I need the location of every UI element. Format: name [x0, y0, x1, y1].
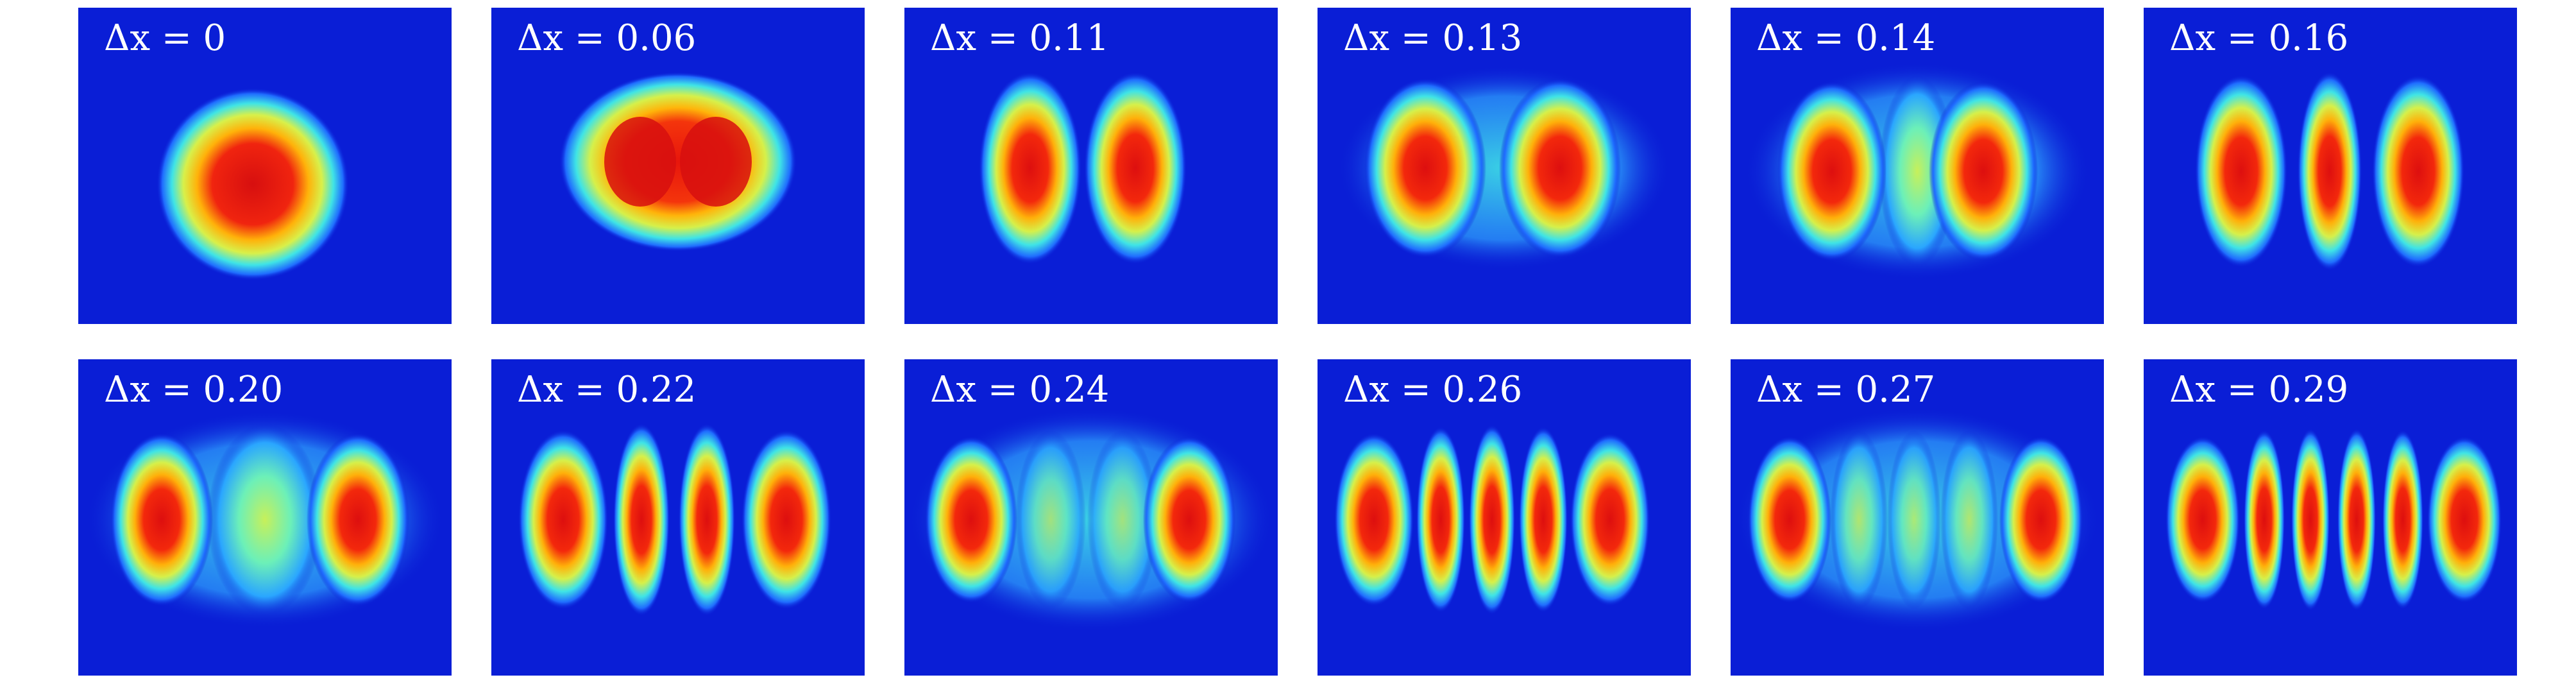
intensity-pattern-six-fringes: [2165, 429, 2502, 611]
fringe: [518, 430, 608, 610]
panel-dx-0.22: Δx = 0.22: [491, 359, 865, 676]
intensity-pattern-four-fringes-weak-center: [908, 407, 1274, 632]
fringe: [1940, 430, 1998, 610]
panel-dx-0.06: Δx = 0.06: [491, 8, 865, 324]
intensity-pattern-five-fringes-weak: [1734, 407, 2100, 632]
panel-dx-0.11: Δx = 0.11: [904, 8, 1278, 324]
panel-label: Δx = 0.16: [2169, 17, 2349, 59]
fringe: [1748, 436, 1831, 603]
intensity-pattern-two-lobes-merged: [559, 72, 797, 251]
fringe: [1929, 81, 2038, 261]
fringe: [1084, 72, 1187, 264]
spot-lobe: [157, 88, 349, 280]
fringe: [1087, 430, 1158, 610]
intensity-pattern-two-lobes: [979, 72, 1187, 264]
fringe: [1469, 425, 1515, 615]
fringe: [1499, 78, 1621, 258]
fringe: [1830, 430, 1888, 610]
panel-label: Δx = 0.14: [1756, 17, 1936, 59]
lobe-right-core: [680, 117, 752, 207]
fringe: [2427, 436, 2502, 603]
panel-dx-0.24: Δx = 0.24: [904, 359, 1278, 676]
panel-label: Δx = 0.11: [930, 17, 1110, 59]
intensity-pattern-single-spot: [157, 88, 349, 280]
intensity-pattern-three-fringes: [85, 411, 445, 629]
merged-lobe: [559, 72, 797, 251]
fringe: [1570, 433, 1650, 606]
panel-label: Δx = 0: [104, 17, 226, 59]
panel-dx-0.26: Δx = 0.26: [1318, 359, 1691, 676]
fringe: [613, 423, 670, 616]
intensity-pattern-four-fringes: [518, 423, 831, 616]
panel-label: Δx = 0.26: [1343, 369, 1523, 411]
fringe: [2372, 75, 2464, 268]
panel-label: Δx = 0.24: [930, 369, 1110, 411]
intensity-pattern-five-fringes: [1334, 425, 1650, 615]
fringe: [1334, 433, 1414, 606]
fringe: [2244, 430, 2285, 610]
panel-label: Δx = 0.29: [2169, 369, 2349, 411]
fringe: [2337, 429, 2376, 611]
panel-dx-0.29: Δx = 0.29: [2144, 359, 2517, 676]
panel-dx-0.14: Δx = 0.14: [1731, 8, 2104, 324]
fringe: [2195, 75, 2287, 268]
fringe: [1777, 81, 1886, 261]
panel-label: Δx = 0.13: [1343, 17, 1523, 59]
fringe: [741, 430, 831, 610]
fringe: [2291, 429, 2330, 611]
intensity-pattern-two-lobes-bridged: [1337, 65, 1671, 271]
panel-dx-0.27: Δx = 0.27: [1731, 359, 2104, 676]
fringe: [2382, 430, 2423, 610]
panel-label: Δx = 0.22: [517, 369, 697, 411]
fringe: [1999, 436, 2083, 603]
fringe: [1887, 430, 1941, 610]
panel-dx-0.20: Δx = 0.20: [78, 359, 452, 676]
fringe: [110, 433, 213, 606]
intensity-pattern-three-fringes: [2195, 72, 2464, 271]
fringe: [1364, 78, 1486, 258]
fringe: [2298, 72, 2362, 271]
fringe: [979, 72, 1081, 264]
fringe: [207, 423, 323, 616]
intensity-pattern-three-fringes: [1744, 62, 2090, 280]
panel-dx-0.16: Δx = 0.16: [2144, 8, 2517, 324]
fringe: [1143, 436, 1235, 603]
fringe: [925, 436, 1017, 603]
panel-dx-0.13: Δx = 0.13: [1318, 8, 1691, 324]
lobe-left-core: [604, 117, 676, 207]
fringe: [1416, 427, 1465, 613]
fringe: [1519, 427, 1568, 613]
fringe: [307, 433, 409, 606]
fringe: [1879, 75, 1956, 268]
panel-dx-0: Δx = 0: [78, 8, 452, 324]
panel-label: Δx = 0.20: [104, 369, 284, 411]
fringe: [2165, 436, 2240, 603]
panel-label: Δx = 0.27: [1756, 369, 1936, 411]
fringe: [1015, 430, 1086, 610]
fringe: [679, 423, 735, 616]
panel-label: Δx = 0.06: [517, 17, 697, 59]
